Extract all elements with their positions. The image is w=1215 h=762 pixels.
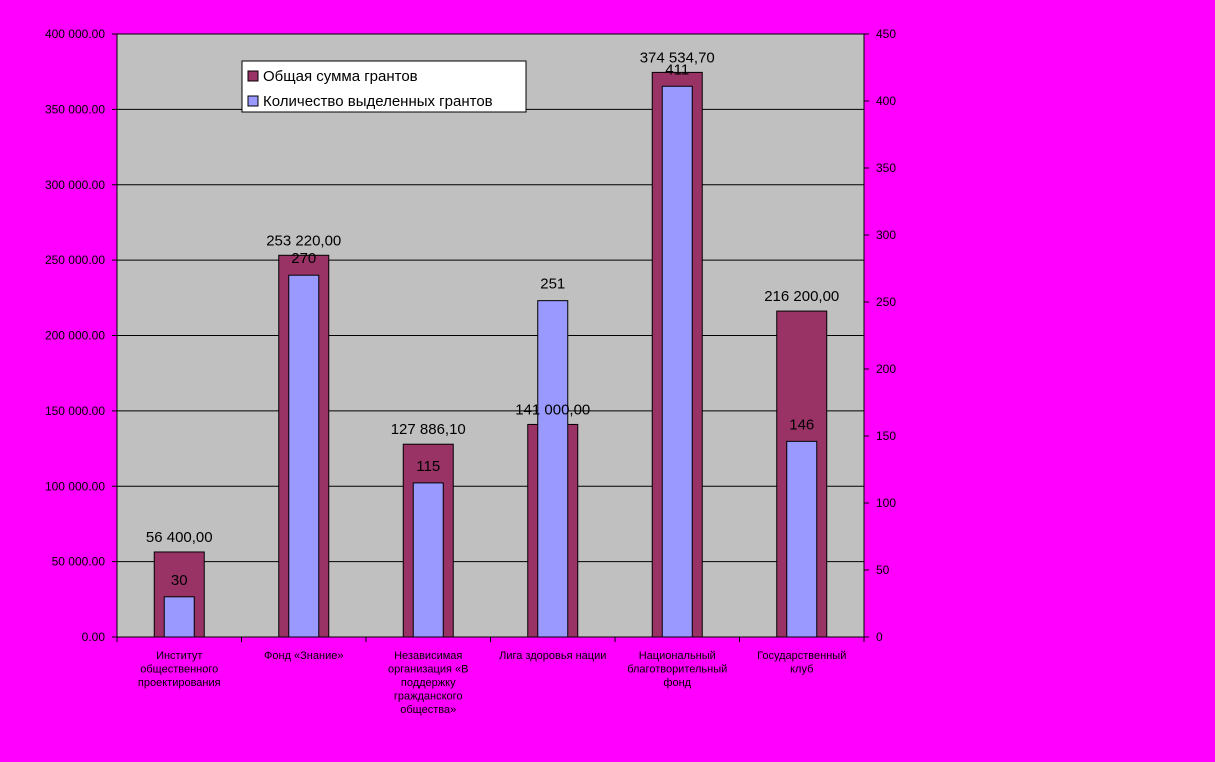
- data-label-grant-count: 30: [171, 572, 188, 589]
- y-left-tick-label: 400 000.00: [45, 27, 105, 41]
- plot-area: [117, 33, 864, 637]
- y-right-tick-label: 200: [876, 362, 896, 376]
- y-left-tick-label: 100 000.00: [45, 479, 105, 493]
- data-label-grant-count: 270: [291, 250, 316, 267]
- y-left-tick-label: 300 000.00: [45, 178, 105, 192]
- y-left-tick-label: 350 000.00: [45, 102, 105, 116]
- y-right-tick-label: 250: [876, 295, 896, 309]
- bar-grant-count: [288, 274, 320, 638]
- y-left-tick-label: 150 000.00: [45, 404, 105, 418]
- y-left-tick-label: 0.00: [82, 630, 106, 644]
- data-label-total-amount: 141 000,00: [515, 401, 590, 418]
- data-label-grant-count: 115: [416, 458, 440, 475]
- y-right-tick-label: 400: [876, 94, 896, 108]
- bar-grant-count: [163, 596, 195, 638]
- legend-swatch: [247, 70, 259, 82]
- y-right-tick-label: 150: [876, 429, 896, 443]
- y-right-tick-label: 100: [876, 496, 896, 510]
- data-label-total-amount: 127 886,10: [391, 421, 466, 438]
- category-label: Независимая организация «В поддержку гражда…: [388, 650, 468, 716]
- axes: 0.00 50 000.00 100 000.00 150 000.00 200 000…: [45, 27, 896, 716]
- legend: Общая сумма грантов Количество выделенных…: [241, 60, 527, 113]
- y-right-tick-label: 300: [876, 228, 896, 242]
- data-label-total-amount: 253 220,00: [266, 232, 341, 249]
- y-right-tick-label: 450: [876, 27, 896, 41]
- bar-grant-count: [786, 440, 818, 638]
- legend-label: Общая сумма грантов: [263, 68, 418, 85]
- category-label: Институт общественного проектирования: [138, 650, 221, 689]
- category-label: Государственный клуб: [757, 650, 846, 676]
- data-label-total-amount: 56 400,00: [146, 529, 213, 546]
- y-right-tick-label: 350: [876, 161, 896, 175]
- y-left-tick-label: 200 000.00: [45, 329, 105, 343]
- legend-box: [241, 60, 527, 113]
- y-left-tick-label: 250 000.00: [45, 253, 105, 267]
- category-label: Лига здоровья нации: [499, 650, 606, 662]
- data-label-total-amount: 216 200,00: [764, 288, 839, 305]
- bar-grant-count: [537, 300, 569, 638]
- category-label: Национальный благотворительный фонд: [627, 650, 727, 689]
- y-right-tick-label: 0: [876, 630, 883, 644]
- legend-swatch: [247, 95, 259, 107]
- data-label-grant-count: 411: [665, 61, 689, 78]
- bar-grant-count: [661, 85, 693, 638]
- y-left-tick-label: 50 000.00: [52, 555, 106, 569]
- category-label: Фонд «Знание»: [264, 650, 343, 662]
- y-right-tick-label: 50: [876, 563, 890, 577]
- data-label-grant-count: 251: [540, 276, 565, 293]
- data-label-grant-count: 146: [789, 416, 814, 433]
- legend-label: Количество выделенных грантов: [263, 93, 493, 110]
- bars: [153, 71, 828, 638]
- data-label-total-amount: 374 534,70: [640, 49, 715, 66]
- bar-grant-count: [412, 482, 444, 638]
